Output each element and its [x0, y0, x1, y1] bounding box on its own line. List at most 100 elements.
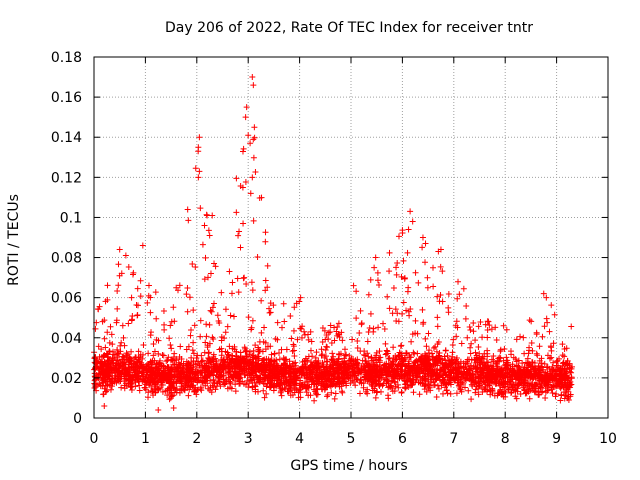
data-point [121, 366, 128, 373]
data-point [408, 338, 415, 345]
data-point [184, 206, 191, 213]
data-point [447, 390, 454, 397]
data-point [358, 363, 365, 370]
data-point [503, 354, 510, 361]
data-point [558, 392, 565, 399]
data-point [550, 340, 557, 347]
data-point [448, 370, 455, 377]
data-point [472, 389, 479, 396]
data-point [313, 349, 320, 356]
data-point [468, 396, 475, 403]
data-point [271, 365, 278, 372]
data-point [207, 358, 214, 365]
data-point [419, 306, 426, 313]
data-point [473, 383, 480, 390]
data-point [438, 382, 445, 389]
data-point [406, 312, 413, 319]
data-point [414, 330, 421, 337]
data-point [481, 372, 488, 379]
data-point [235, 370, 242, 377]
x-tick-label: 5 [347, 431, 356, 447]
data-point [460, 364, 467, 371]
data-point [251, 379, 258, 386]
data-point [115, 282, 122, 289]
data-point [202, 373, 209, 380]
data-point [357, 307, 364, 314]
data-point [352, 382, 359, 389]
data-point [134, 359, 141, 366]
data-point [167, 384, 174, 391]
data-point [475, 323, 482, 330]
data-point [385, 355, 392, 362]
data-point [546, 355, 553, 362]
data-point [310, 364, 317, 371]
data-point [385, 395, 392, 402]
data-point [330, 361, 337, 368]
data-point [145, 394, 152, 401]
data-point [181, 384, 188, 391]
data-point [431, 378, 438, 385]
data-point [145, 350, 152, 357]
data-point [365, 367, 372, 374]
data-point [145, 382, 152, 389]
data-point [151, 386, 158, 393]
data-point [359, 357, 366, 364]
data-point [298, 334, 305, 341]
data-point [318, 386, 325, 393]
data-point [438, 366, 445, 373]
data-point [320, 361, 327, 368]
data-point [206, 321, 213, 328]
data-point [356, 330, 363, 337]
data-point [426, 347, 433, 354]
data-point [517, 333, 524, 340]
data-point [538, 384, 545, 391]
data-point [195, 368, 202, 375]
data-point [353, 367, 360, 374]
data-point [224, 349, 231, 356]
data-point [230, 374, 237, 381]
data-point [202, 254, 209, 261]
data-point [248, 324, 255, 331]
data-point [325, 329, 332, 336]
data-point [115, 261, 122, 268]
data-point [263, 383, 270, 390]
data-point [261, 367, 268, 374]
data-point [132, 366, 139, 373]
data-point [563, 360, 570, 367]
data-point [151, 348, 158, 355]
data-point [405, 363, 412, 370]
data-point [190, 350, 197, 357]
data-point [139, 378, 146, 385]
data-point [207, 270, 214, 277]
data-point [561, 345, 568, 352]
data-point [208, 368, 215, 375]
data-point [362, 369, 369, 376]
data-point [460, 371, 467, 378]
data-point [294, 336, 301, 343]
data-point [419, 244, 426, 251]
data-point [386, 249, 393, 256]
data-point [329, 371, 336, 378]
data-point [201, 276, 208, 283]
data-point [207, 307, 214, 314]
data-point [241, 274, 248, 281]
data-point [117, 342, 124, 349]
data-point [229, 345, 236, 352]
data-point [258, 367, 265, 374]
data-point [290, 343, 297, 350]
data-point [403, 307, 410, 314]
data-point [226, 268, 233, 275]
data-point [102, 344, 109, 351]
data-point [124, 351, 131, 358]
data-point [125, 364, 132, 371]
data-point [439, 390, 446, 397]
data-point [386, 268, 393, 275]
data-point [512, 356, 519, 363]
data-point [554, 357, 561, 364]
data-point [374, 277, 381, 284]
data-point [462, 315, 469, 322]
data-point [178, 380, 185, 387]
data-point [526, 395, 533, 402]
data-point [237, 378, 244, 385]
data-point [457, 386, 464, 393]
